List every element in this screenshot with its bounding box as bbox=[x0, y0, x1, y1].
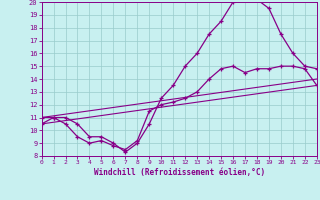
X-axis label: Windchill (Refroidissement éolien,°C): Windchill (Refroidissement éolien,°C) bbox=[94, 168, 265, 177]
